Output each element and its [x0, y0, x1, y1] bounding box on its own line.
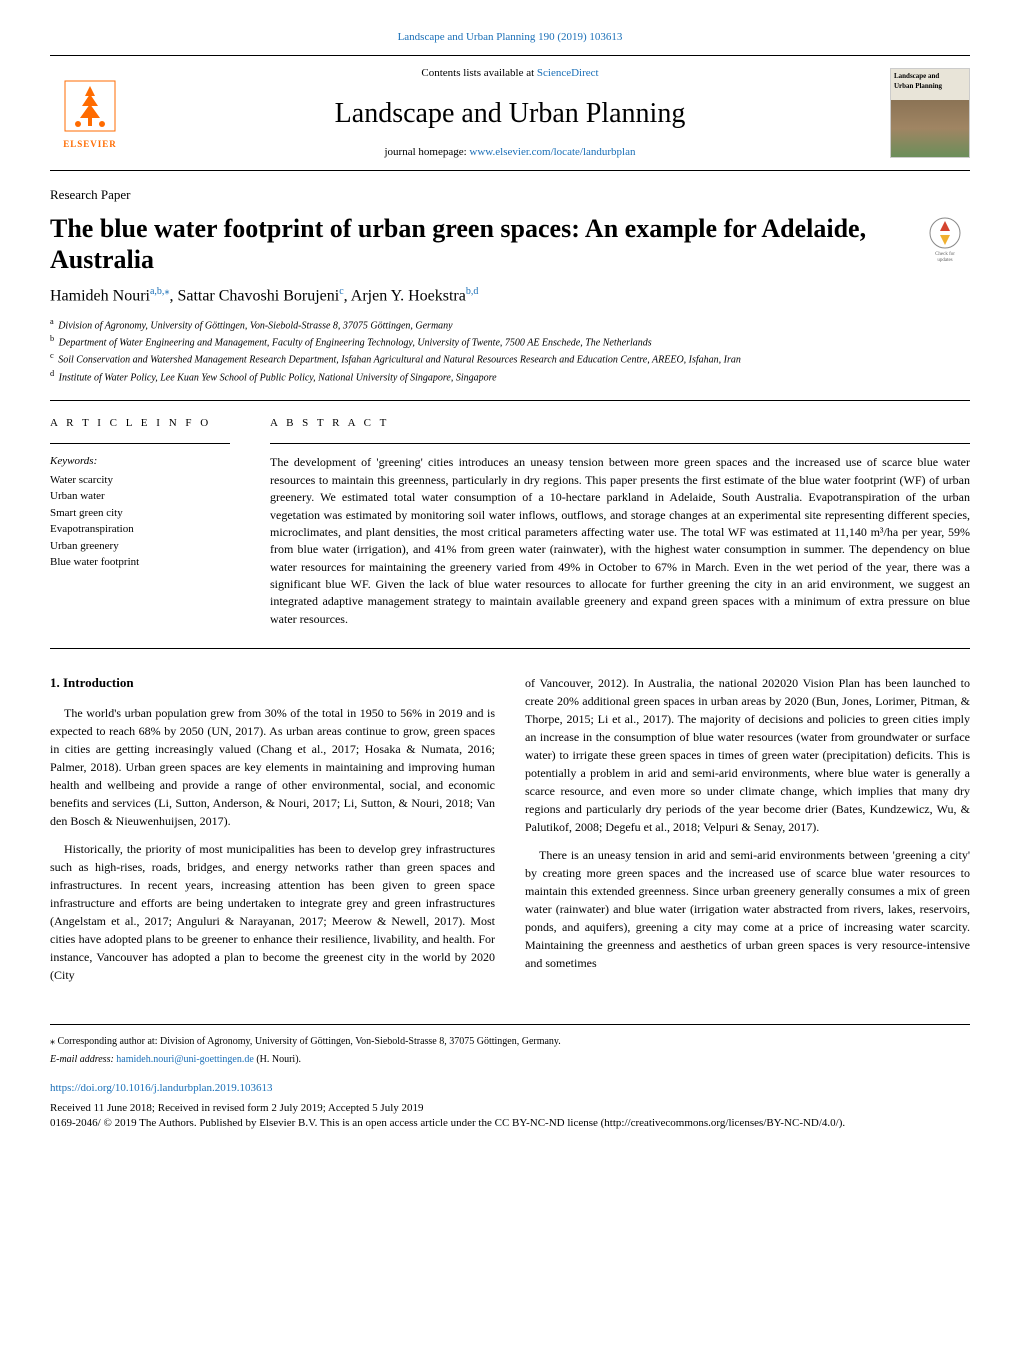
elsevier-label: ELSEVIER — [63, 138, 117, 151]
cover-title: Landscape and Urban Planning — [891, 69, 969, 100]
divider — [50, 400, 970, 401]
body-column-left: 1. Introduction The world's urban popula… — [50, 674, 495, 994]
keywords-label: Keywords: — [50, 454, 230, 469]
updates-icon: Check for updates — [920, 213, 970, 263]
body-paragraph: of Vancouver, 2012). In Australia, the n… — [525, 674, 970, 836]
doi-link[interactable]: https://doi.org/10.1016/j.landurbplan.20… — [50, 1082, 273, 1094]
contents-prefix: Contents lists available at — [421, 67, 536, 79]
elsevier-logo: ELSEVIER — [50, 68, 130, 158]
abstract-heading: A B S T R A C T — [270, 416, 970, 431]
body-columns: 1. Introduction The world's urban popula… — [50, 674, 970, 994]
paper-type: Research Paper — [50, 186, 970, 204]
journal-header: ELSEVIER Contents lists available at Sci… — [50, 55, 970, 171]
author-1: Hamideh Nouri — [50, 287, 150, 304]
affiliation-c: Soil Conservation and Watershed Manageme… — [58, 355, 741, 366]
email-suffix: (H. Nouri). — [254, 1054, 301, 1065]
homepage-prefix: journal homepage: — [385, 146, 470, 158]
license-text: 0169-2046/ © 2019 The Authors. Published… — [50, 1116, 970, 1131]
title-row: The blue water footprint of urban green … — [50, 213, 970, 275]
paper-title: The blue water footprint of urban green … — [50, 213, 920, 275]
homepage-link[interactable]: www.elsevier.com/locate/landurbplan — [469, 146, 635, 158]
journal-issue-link[interactable]: Landscape and Urban Planning 190 (2019) … — [50, 30, 970, 45]
corresponding-author: ⁎ Corresponding author at: Division of A… — [50, 1035, 970, 1049]
received-dates: Received 11 June 2018; Received in revis… — [50, 1101, 970, 1116]
author-3: , Arjen Y. Hoekstra — [344, 287, 466, 304]
keyword: Urban water — [50, 488, 230, 505]
sciencedirect-link[interactable]: ScienceDirect — [537, 67, 599, 79]
info-divider — [50, 443, 230, 444]
body-paragraph: The world's urban population grew from 3… — [50, 704, 495, 830]
author-1-affil[interactable]: a,b, — [150, 286, 164, 297]
info-abstract-row: A R T I C L E I N F O Keywords: Water sc… — [50, 416, 970, 628]
abstract-column: A B S T R A C T The development of 'gree… — [270, 416, 970, 628]
check-updates-badge[interactable]: Check for updates — [920, 213, 970, 263]
journal-name: Landscape and Urban Planning — [130, 94, 890, 133]
abstract-divider — [270, 443, 970, 444]
keyword: Evapotranspiration — [50, 521, 230, 538]
elsevier-tree-icon — [60, 76, 120, 136]
divider — [50, 648, 970, 649]
author-3-affil[interactable]: b,d — [466, 286, 479, 297]
contents-line: Contents lists available at ScienceDirec… — [130, 66, 890, 81]
article-info-heading: A R T I C L E I N F O — [50, 416, 230, 431]
body-column-right: of Vancouver, 2012). In Australia, the n… — [525, 674, 970, 994]
footer: ⁎ Corresponding author at: Division of A… — [50, 1024, 970, 1131]
header-center: Contents lists available at ScienceDirec… — [130, 66, 890, 160]
keyword: Blue water footprint — [50, 554, 230, 571]
svg-text:Check for: Check for — [935, 252, 955, 257]
email-row: E-mail address: hamideh.nouri@uni-goetti… — [50, 1053, 970, 1067]
keyword: Urban greenery — [50, 538, 230, 555]
keywords-list: Water scarcity Urban water Smart green c… — [50, 472, 230, 571]
affiliation-b: Department of Water Engineering and Mana… — [59, 337, 652, 348]
body-paragraph: There is an uneasy tension in arid and s… — [525, 846, 970, 972]
author-2: , Sattar Chavoshi Borujeni — [169, 287, 339, 304]
keyword: Water scarcity — [50, 472, 230, 489]
svg-text:updates: updates — [937, 258, 952, 263]
body-paragraph: Historically, the priority of most munic… — [50, 840, 495, 984]
journal-cover-thumbnail: Landscape and Urban Planning — [890, 68, 970, 158]
affiliations: a Division of Agronomy, University of Gö… — [50, 316, 970, 385]
article-info-column: A R T I C L E I N F O Keywords: Water sc… — [50, 416, 230, 628]
homepage-line: journal homepage: www.elsevier.com/locat… — [130, 145, 890, 160]
affiliation-d: Institute of Water Policy, Lee Kuan Yew … — [59, 372, 497, 383]
abstract-text: The development of 'greening' cities int… — [270, 454, 970, 628]
section-1-heading: 1. Introduction — [50, 674, 495, 692]
authors-line: Hamideh Nouria,b,⁎, Sattar Chavoshi Boru… — [50, 285, 970, 308]
email-link[interactable]: hamideh.nouri@uni-goettingen.de — [116, 1054, 254, 1065]
email-label: E-mail address: — [50, 1054, 116, 1065]
keyword: Smart green city — [50, 505, 230, 522]
cover-image — [891, 100, 969, 157]
affiliation-a: Division of Agronomy, University of Gött… — [58, 320, 452, 331]
